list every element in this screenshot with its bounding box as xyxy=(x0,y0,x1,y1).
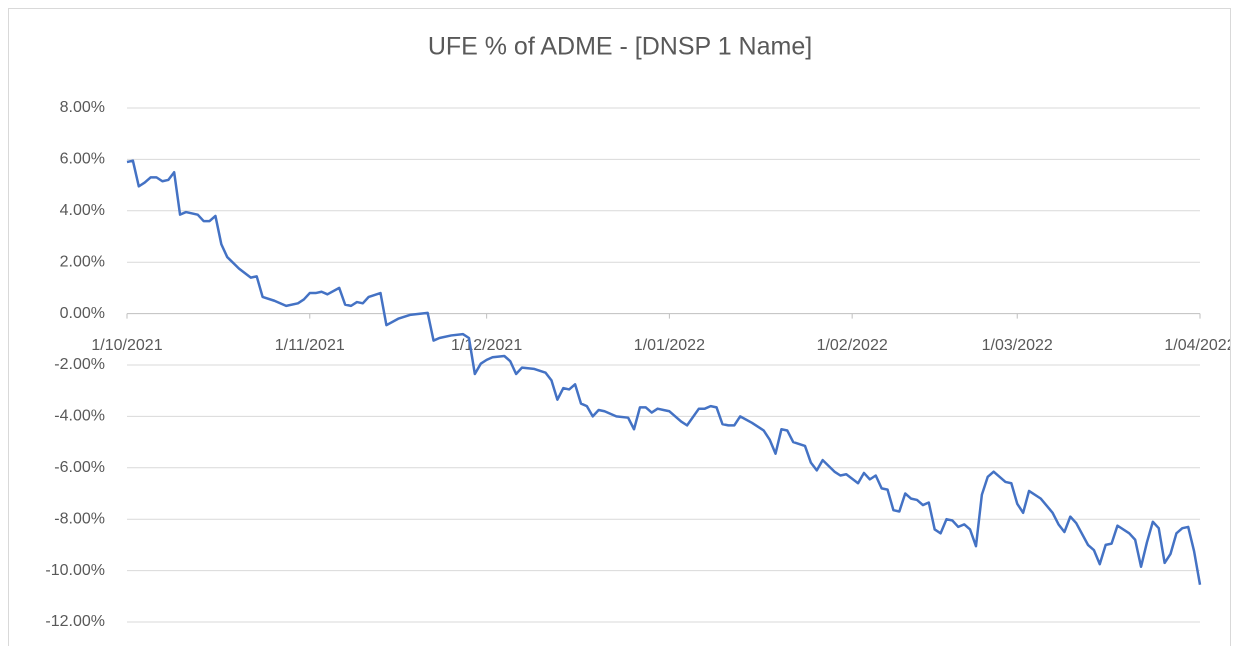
y-tick-label: -6.00% xyxy=(54,459,105,476)
x-tick-label: 1/10/2021 xyxy=(91,337,162,354)
x-tick-label: 1/11/2021 xyxy=(275,337,345,354)
x-tick-label: 1/04/2022 xyxy=(1164,337,1235,354)
y-tick-label: 8.00% xyxy=(60,99,105,116)
y-tick-label: -10.00% xyxy=(45,562,105,579)
data-line xyxy=(126,159,1202,585)
y-tick-label: 0.00% xyxy=(60,305,105,322)
x-tick-label: 1/01/2022 xyxy=(634,337,705,354)
chart-title: UFE % of ADME - [DNSP 1 Name] xyxy=(428,33,812,61)
chart-frame xyxy=(8,8,1231,646)
y-tick-label: 6.00% xyxy=(60,151,105,168)
x-tick-label: 1/02/2022 xyxy=(817,337,888,354)
y-tick-label: -2.00% xyxy=(54,356,105,373)
y-tick-label: 2.00% xyxy=(60,253,105,270)
y-tick-label: -4.00% xyxy=(54,408,105,425)
x-tick-label: 1/03/2022 xyxy=(982,337,1053,354)
plot-area: 8.00% 6.00% 4.00% 2.00% 0.00% -2.00% -4.00% -6.… xyxy=(45,99,1235,630)
y-tick-label: 4.00% xyxy=(60,202,105,219)
y-tick-label: -12.00% xyxy=(45,613,105,630)
y-tick-label: -8.00% xyxy=(54,510,105,527)
x-tick-label: 1/12/2021 xyxy=(451,337,522,354)
